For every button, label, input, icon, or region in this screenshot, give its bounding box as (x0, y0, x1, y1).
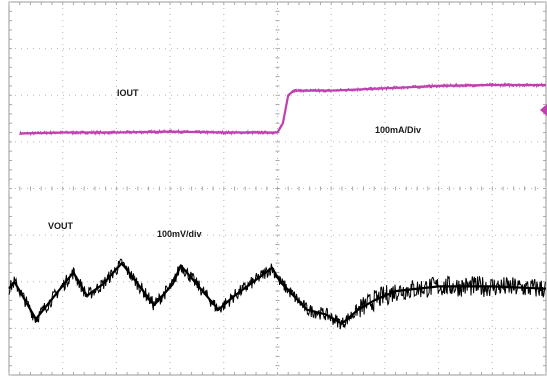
channel-level-marker (540, 104, 547, 116)
iout-label: IOUT (117, 88, 139, 98)
vout-scale-label: 100mV/div (157, 229, 202, 239)
trace-noise-vout (8, 258, 547, 330)
trace-noise-iout (19, 82, 546, 137)
vout-label: VOUT (48, 221, 74, 231)
traces (8, 82, 547, 330)
grid (8, 1, 547, 376)
iout-scale-label: 100mA/Div (375, 125, 421, 135)
